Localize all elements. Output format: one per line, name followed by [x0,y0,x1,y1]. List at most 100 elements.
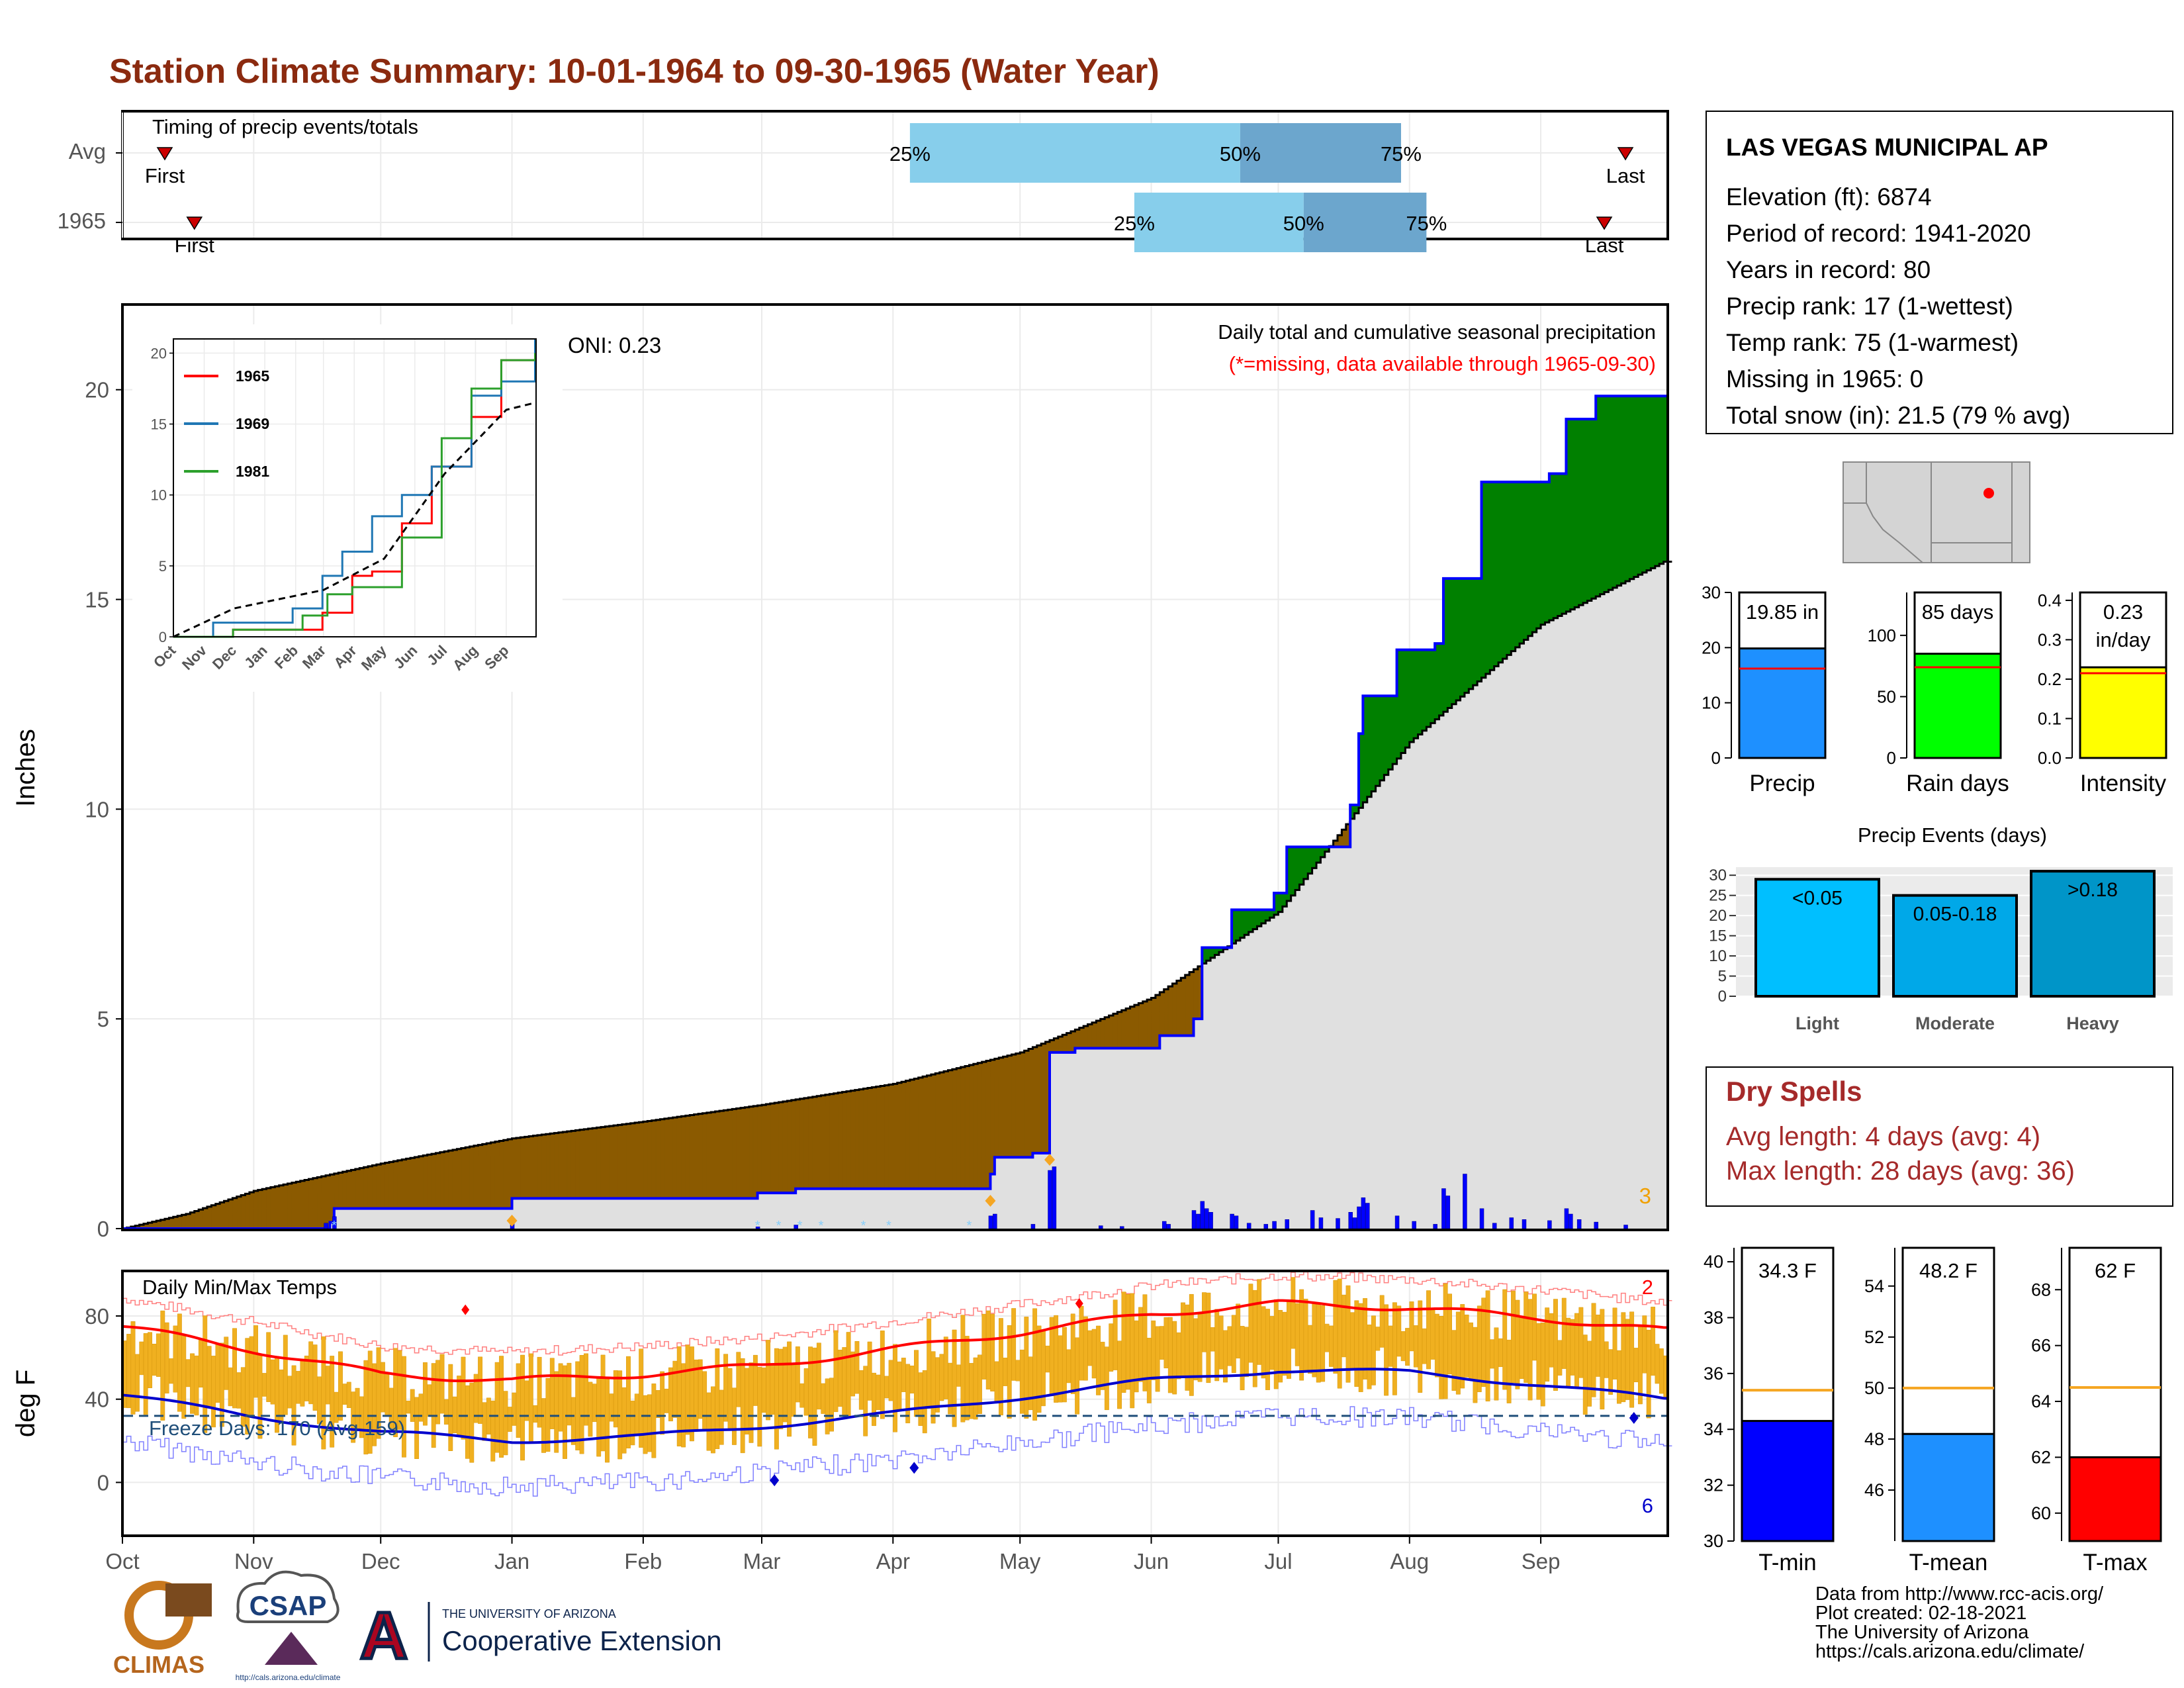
summary-label: Intensity [2080,771,2167,796]
daily-precip-bar [1246,1223,1251,1229]
inset-avg-line [173,401,535,638]
summary-tick-label: 30 [1702,583,1721,602]
timing-bar-q25-q50 [909,123,1240,183]
daily-precip-bar [1310,1210,1315,1229]
page-title: Station Climate Summary: 10-01-1964 to 0… [109,52,1160,91]
first-label: First [145,164,185,187]
summary-bar-rain-days [1913,653,2002,759]
temp-summary-tick-label: 54 [1864,1276,1884,1296]
observed-cumulative-line [122,395,1668,1230]
avg-cumulative-area [122,561,1668,1229]
month-label: Mar [743,1549,781,1573]
dry-spells-max: Max length: 28 days (avg: 36) [1726,1156,2075,1186]
daily-precip-bar [1263,1224,1269,1229]
logos: CLIMAS CSAP http://cals.arizona.edu/clim… [113,1570,722,1682]
daily-precip-bar [1196,1213,1201,1229]
inset-frame [173,338,537,637]
temp-label: Daily Min/Max Temps [142,1276,337,1299]
daily-precip-bar [1463,1174,1467,1229]
temp-summary-label: T-min [1758,1550,1817,1575]
precip-panel: * * * * * * * * 0 5 10 15 20 Inches ONI: 0.23 Daily… [11,303,1672,1241]
summary-tick-label: 50 [1877,686,1896,706]
daily-precip-bar [1030,1224,1036,1229]
temp-tick-label: 0 [97,1470,109,1495]
precip-events-box: Precip Events (days) 0 5 10 15 20 25 30 <0.05 Li… [1690,823,2173,1034]
missing-note: (*=missing, data available through 1965-… [1229,352,1656,375]
snow-star: * [332,1219,337,1233]
daily-precip-bar [1200,1201,1205,1229]
credit-line-2: Plot created: 02-18-2021 [1815,1603,2026,1624]
summary-label: Rain days [1906,771,2009,796]
daily-precip-bar [1099,1225,1103,1229]
summary-tick-label: 20 [1702,637,1721,657]
temp-summary-label: T-max [2083,1550,2148,1575]
daily-precip-bar [1433,1224,1437,1229]
precip-tick-label: 5 [97,1007,109,1031]
daily-precip-bar [1348,1212,1353,1229]
events-tick-label: 20 [1709,907,1727,925]
credit-line-4: https://cals.arizona.edu/climate/ [1815,1641,2085,1662]
events-bar-label: Moderate [1915,1013,1995,1033]
daily-precip-bar [1191,1210,1197,1229]
daily-precip-bar [1208,1212,1213,1229]
summary-tick-label: 10 [1702,693,1721,713]
temp-summary-bar-t-max [2068,1456,2162,1542]
first-label: First [175,234,215,257]
events-tick-label: 25 [1709,887,1727,905]
daily-precip-bar [1576,1219,1582,1229]
daily-precip-bar [1166,1224,1171,1229]
temp-summary-tick-label: 34 [1704,1419,1723,1439]
daily-precip-bar [1352,1217,1357,1229]
temp-summary-bars: 30 32 34 36 38 40 34.3 F T-min 46 48 50 52 54 48.2 F T… [1704,1246,2162,1575]
daily-precip-bar [1547,1220,1552,1229]
temp-frame [121,1270,1669,1537]
temp-summary-tick-label: 30 [1704,1531,1723,1551]
temp-summary-tick-label: 32 [1704,1476,1723,1495]
inset-lines [173,339,536,638]
station-name: LAS VEGAS MUNICIPAL AP [1726,134,2048,161]
precip-y-label: Inches [11,729,40,807]
timing-q75-label: 75% [1406,212,1447,235]
precip-areas [122,395,1672,1230]
avg-max-line [122,1299,1668,1383]
timing-q50-label: 50% [1220,142,1261,165]
precip-y-axis: 0 5 10 15 20 [85,378,122,1241]
summary-tick-label: 0.4 [2038,590,2062,610]
inset-tick-label: 20 [151,345,167,361]
timing-bars: 25% 50% 75% First Last 25% 50% 75% First Last [145,123,1645,257]
inset-legend-label: 1965 [236,367,269,385]
min-record-count: 6 [1642,1494,1653,1517]
record-high-marker [1075,1298,1083,1309]
station-info-line: Period of record: 1941-2020 [1726,220,2031,247]
temp-summary-value: 62 F [2095,1259,2136,1282]
ua-name: THE UNIVERSITY OF ARIZONA [442,1607,616,1620]
events-tick-label: 10 [1709,947,1727,965]
coop-extension: Cooperative Extension [442,1625,722,1656]
daily-precip-bar [1441,1188,1446,1229]
daily-precip-bar [988,1215,993,1229]
events-bar-heavy [2030,870,2156,998]
timing-q25-label: 25% [1114,212,1155,235]
climas-logo: CLIMAS [113,1581,212,1678]
precip-tick-label: 10 [85,797,109,821]
daily-precip-bar [1285,1219,1289,1229]
daily-precip-bar [1492,1223,1497,1229]
summary-value: 0.23 [2103,600,2143,624]
last-label: Last [1606,164,1645,187]
snow-star: * [776,1219,782,1233]
month-label: Nov [234,1549,273,1573]
summary-tick-label: 100 [1868,626,1896,645]
last-event-marker [1596,216,1613,230]
precip-tick-label: 0 [97,1217,109,1241]
record-low-marker [770,1474,780,1487]
month-label: Jun [1134,1549,1169,1573]
summary-bar-intensity [2079,666,2167,759]
temp-panel: 0 40 80 deg F Daily Min/Max Temps Freeze D… [11,1270,1672,1573]
record-low-marker [1629,1412,1639,1424]
month-label: Aug [1390,1549,1429,1573]
events-bar-moderate [1892,894,2018,998]
daily-precip-bar [993,1213,997,1229]
snow-marker [506,1215,518,1227]
dry-spells-avg: Avg length: 4 days (avg: 4) [1726,1122,2040,1151]
